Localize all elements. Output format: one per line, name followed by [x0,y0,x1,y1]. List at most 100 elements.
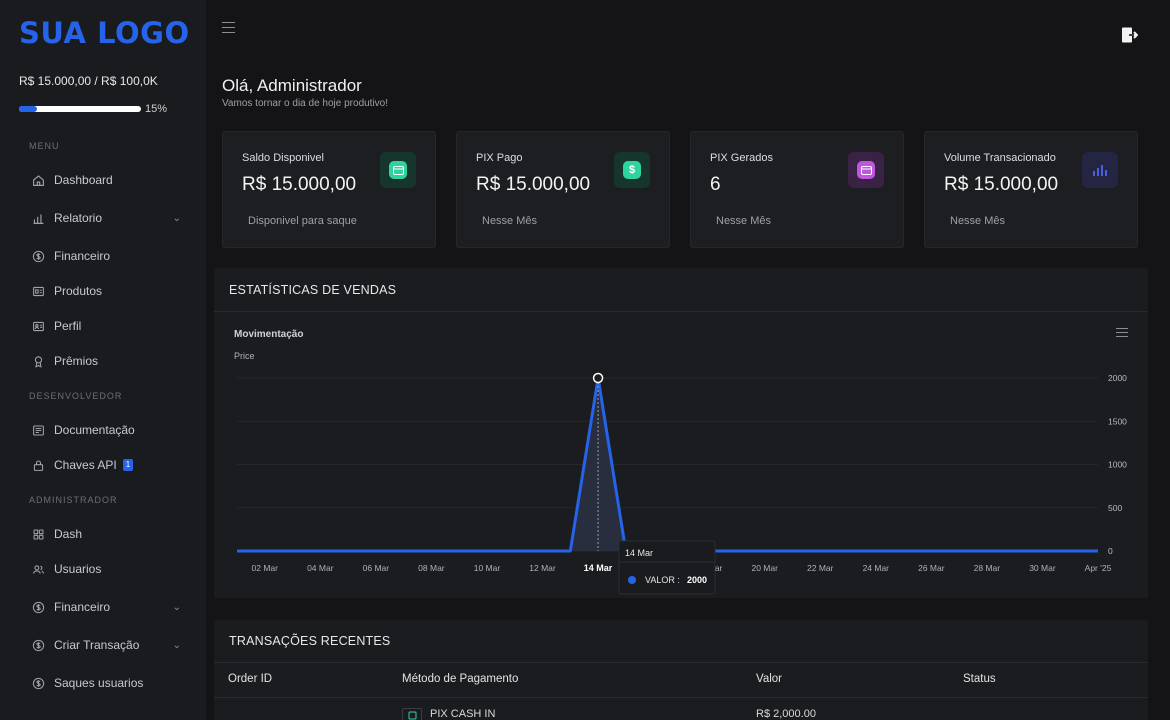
sidebar-item-label: Financeiro [54,249,111,263]
sidebar-item-label: Criar Transação [54,638,140,652]
api-keys-badge: 1 [122,459,134,471]
sidebar-item-label: Documentação [54,423,135,437]
chevron-down-icon: ⌄ [172,212,181,224]
id-card-icon [31,319,45,333]
x-tick-label: 26 Mar [918,563,945,573]
page-subtitle: Vamos tornar o dia de hoje produtivo! [222,98,389,109]
section-label-admin: ADMINISTRADOR [29,495,118,505]
section-label-dev: DESENVOLVEDOR [29,391,123,401]
chevron-down-icon: ⌄ [172,601,181,613]
sidebar-item-label: Dash [54,527,83,541]
card-pix-gerados: PIX Gerados 6 Nesse Mês [690,131,904,248]
grid-icon [31,527,45,541]
column-header-value[interactable]: Valor [756,673,782,685]
menu-toggle-icon[interactable] [222,22,235,34]
sidebar-item-chaves-api[interactable]: Chaves API 1 [31,454,191,476]
x-tick-label: 08 Mar [418,563,445,573]
sidebar-item-label: Produtos [54,284,103,298]
y-tick-label: 1000 [1108,460,1127,470]
document-icon [31,423,45,437]
column-header-payment-method[interactable]: Método de Pagamento [402,673,519,685]
sales-chart[interactable]: Movimentação Price 2000 1500 1000 500 0 02 M… [214,312,1148,598]
x-tick-label: 04 Mar [307,563,334,573]
home-icon [31,173,45,187]
chart-title: Movimentação [234,329,303,340]
card-subtext: Nesse Mês [716,215,772,227]
card-label: Saldo Disponivel [242,152,324,164]
x-tick-label: 24 Mar [863,563,890,573]
sidebar-item-premios[interactable]: Prêmios [31,350,191,372]
dollar-icon: $ [614,152,650,188]
card-subtext: Nesse Mês [482,215,538,227]
card-value: 6 [710,174,721,195]
sidebar-item-label: Dashboard [54,173,113,187]
card-label: Volume Transacionado [944,152,1056,164]
data-point-marker[interactable] [592,372,604,384]
recent-transactions-panel: TRANSAÇÕES RECENTES [214,620,1148,720]
logout-icon[interactable] [1120,26,1138,44]
sidebar-item-relatorio[interactable]: Relatorio ⌄ [31,207,191,229]
sidebar-item-label: Financeiro [54,600,111,614]
chart-grid [237,377,1098,552]
x-tick-label: 10 Mar [474,563,501,573]
bar-chart-icon [31,211,45,225]
sidebar-item-label: Perfil [54,319,82,333]
limit-progress-bar [19,106,141,112]
card-value: R$ 15.000,00 [476,174,591,195]
tooltip-title: 14 Mar [625,548,653,558]
x-tick-label: 30 Mar [1029,563,1056,573]
limit-text: R$ 15.000,00 / R$ 100,0K [19,74,158,88]
dollar-icon [31,249,45,263]
sidebar: SUA LOGO R$ 15.000,00 / R$ 100,0K 15% ME… [0,0,206,720]
column-header-order-id[interactable]: Order ID [228,673,273,685]
table-row-value: R$ 2,000.00 [756,708,816,720]
sidebar-item-dash[interactable]: Dash [31,523,191,545]
sidebar-item-admin-financeiro[interactable]: Financeiro ⌄ [31,596,191,618]
x-tick-label: Apr '25 [1085,563,1112,573]
sidebar-item-documentacao[interactable]: Documentação [31,419,191,441]
tooltip-value: 2000 [687,575,707,585]
card-pix-pago: PIX Pago R$ 15.000,00 Nesse Mês $ [456,131,670,248]
sidebar-item-produtos[interactable]: Produtos [31,280,191,302]
chevron-down-icon: ⌄ [172,639,181,651]
sidebar-item-label: Prêmios [54,354,99,368]
page-title: Olá, Administrador [222,76,362,95]
card-label: PIX Gerados [710,152,773,164]
card-subtext: Nesse Mês [950,215,1006,227]
card-saldo-disponivel: Saldo Disponivel R$ 15.000,00 Disponivel… [222,131,436,248]
chart-menu-icon[interactable] [1116,328,1128,338]
dollar-icon [31,676,45,690]
card-value: R$ 15.000,00 [242,174,357,195]
lock-icon [31,458,45,472]
sidebar-item-criar-transacao[interactable]: Criar Transação ⌄ [31,634,191,656]
section-label-menu: MENU [29,141,60,151]
dollar-icon [31,600,45,614]
y-tick-label: 1500 [1108,416,1127,426]
column-header-status[interactable]: Status [963,673,996,685]
panel-title: ESTATÍSTICAS DE VENDAS [229,283,397,297]
chart-ylabel: Price [234,351,255,361]
sidebar-item-financeiro[interactable]: Financeiro [31,245,191,267]
y-tick-label: 2000 [1108,373,1127,383]
chart-y-axis: 2000 1500 1000 500 0 [1108,373,1127,556]
wallet-icon [848,152,884,188]
chart-tooltip: 14 Mar VALOR : 2000 [618,540,716,595]
sales-stats-panel: ESTATÍSTICAS DE VENDAS Movimentação Pric… [214,268,1148,598]
brand-logo[interactable]: SUA LOGO [19,16,190,50]
sidebar-item-usuarios[interactable]: Usuarios [31,558,191,580]
tooltip-box [618,540,716,595]
limit-progress-label: 15% [145,103,168,115]
x-tick-label: 22 Mar [807,563,834,573]
card-value: R$ 15.000,00 [944,174,1059,195]
box-icon [31,284,45,298]
award-icon [31,354,45,368]
wallet-icon [380,152,416,188]
sidebar-item-dashboard[interactable]: Dashboard [31,169,191,191]
sidebar-item-label: Saques usuarios [54,676,144,690]
sidebar-item-perfil[interactable]: Perfil [31,315,191,337]
sidebar-item-saques-usuarios[interactable]: Saques usuarios [31,672,191,694]
x-tick-label: 14 Mar [584,563,613,573]
table-header-divider [214,697,1148,698]
tooltip-label: VALOR : [645,575,680,585]
card-subtext: Disponivel para saque [248,215,357,227]
